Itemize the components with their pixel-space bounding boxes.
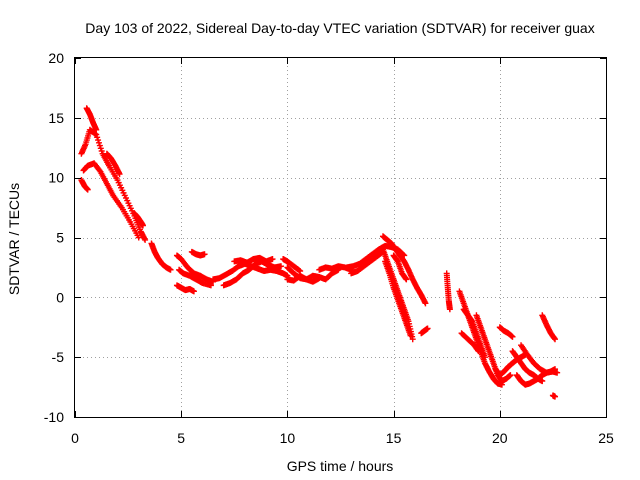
data-point: [139, 222, 146, 229]
x-tick-label: 5: [177, 430, 185, 446]
y-tick-label: -10: [44, 409, 64, 425]
data-point: [552, 336, 559, 343]
data-point: [297, 268, 304, 275]
data-point: [422, 300, 429, 307]
data-point: [409, 336, 416, 343]
data-point: [94, 134, 101, 141]
data-point: [481, 354, 488, 361]
data-point: [95, 139, 102, 146]
x-tick-label: 20: [492, 430, 508, 446]
data-point: [201, 251, 208, 258]
data-point: [167, 266, 174, 273]
data-point: [135, 234, 142, 241]
data-point: [97, 145, 104, 152]
data-points: [78, 105, 561, 400]
grid-lines: [75, 58, 606, 417]
data-point: [316, 275, 323, 282]
y-tick-label: -5: [52, 349, 65, 365]
data-point: [98, 147, 105, 154]
data-point: [96, 142, 103, 149]
data-point: [446, 306, 453, 313]
y-tick-label: 5: [56, 230, 64, 246]
data-point: [142, 236, 149, 243]
data-point: [407, 332, 414, 339]
plot-frame: [74, 57, 607, 418]
x-tick-label: 25: [598, 430, 614, 446]
x-axis-label: GPS time / hours: [287, 458, 394, 474]
y-tick-label: 10: [48, 170, 64, 186]
data-point: [190, 288, 197, 295]
data-point: [278, 263, 285, 270]
data-point: [95, 137, 102, 144]
data-point: [509, 333, 516, 340]
data-point: [93, 126, 100, 133]
data-point: [424, 325, 431, 332]
axis-ticks: [75, 58, 607, 418]
x-tick-label: 15: [386, 430, 402, 446]
x-tick-labels: 0 5 10 15 20 25: [71, 430, 614, 446]
y-tick-label: 15: [48, 110, 64, 126]
y-tick-label: 20: [48, 50, 64, 66]
y-tick-labels: -10 -5 0 5 10 15 20: [44, 50, 64, 425]
data-point: [403, 276, 410, 283]
data-point: [552, 393, 559, 400]
x-tick-label: 0: [71, 430, 79, 446]
data-point: [84, 186, 91, 193]
data-point: [116, 171, 123, 178]
data-point: [207, 282, 214, 289]
y-axis-label: SDTVAR / TECUs: [6, 183, 22, 295]
chart-title: Day 103 of 2022, Sidereal Day-to-day VTE…: [85, 20, 594, 36]
data-point: [507, 372, 514, 379]
data-point: [269, 256, 276, 263]
x-tick-label: 10: [280, 430, 296, 446]
data-point: [475, 348, 482, 355]
data-point: [539, 378, 546, 385]
y-tick-label: 0: [56, 289, 64, 305]
data-point: [554, 369, 561, 376]
